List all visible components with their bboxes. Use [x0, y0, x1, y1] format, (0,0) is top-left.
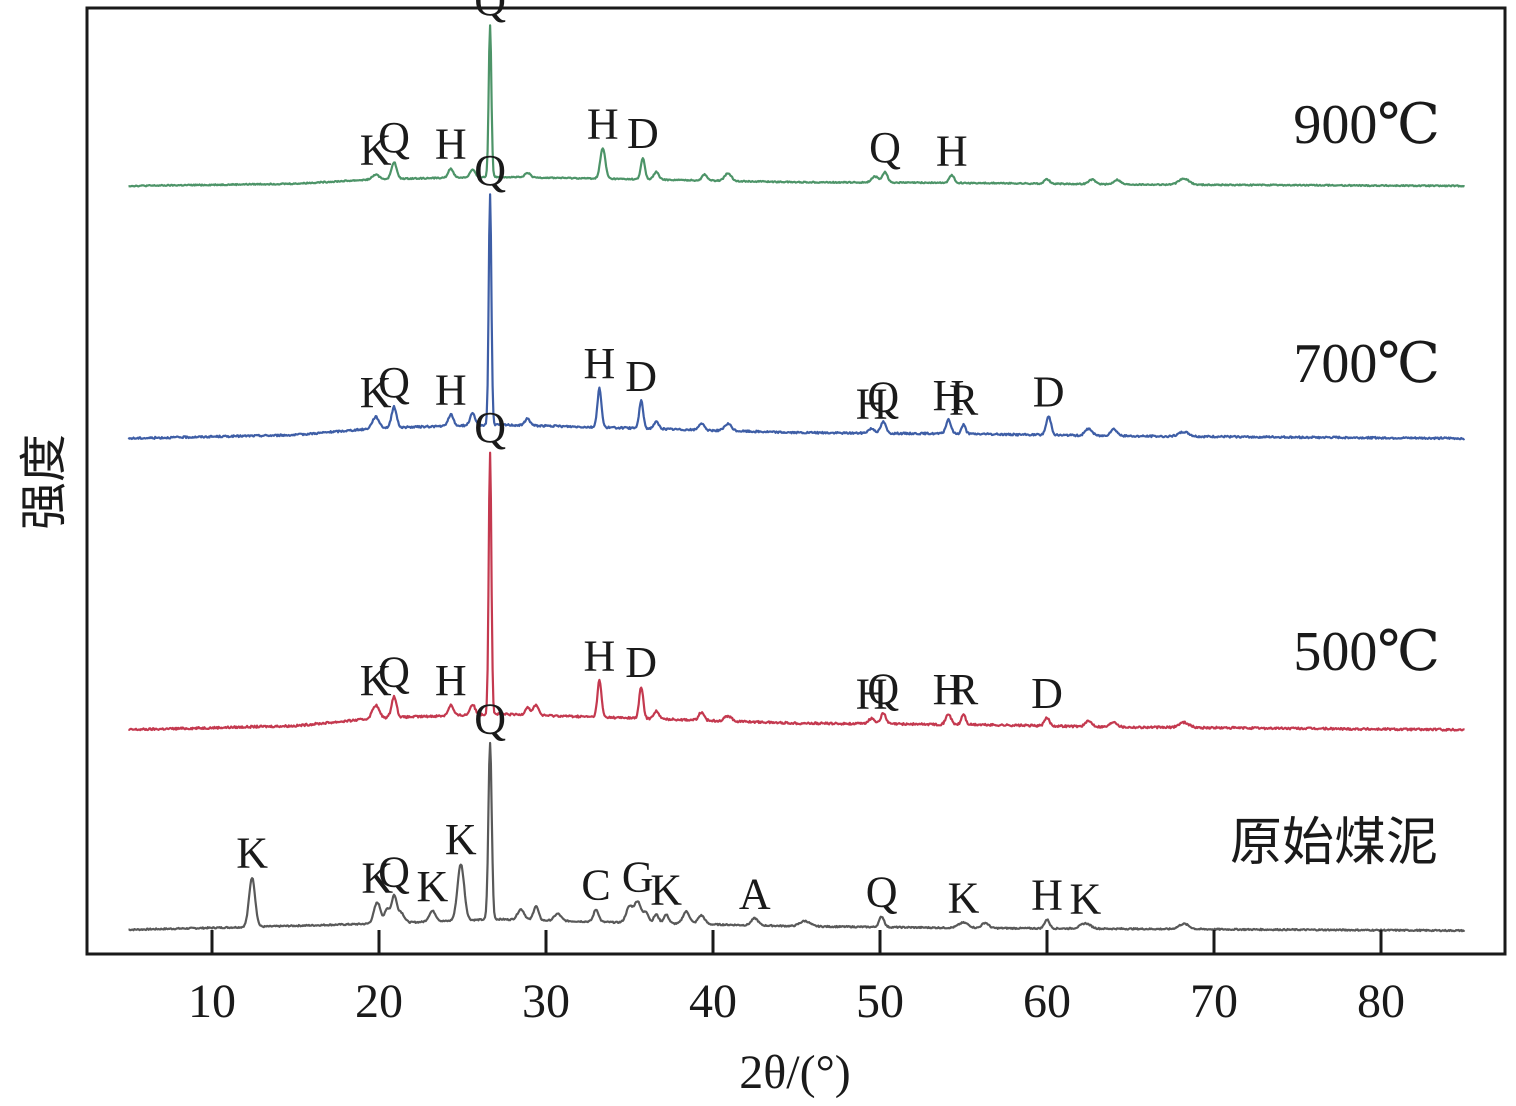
series-label: 900℃: [1293, 94, 1440, 156]
peak-label: Q: [474, 694, 506, 743]
peak-label: H: [856, 670, 888, 719]
peak-label: H: [584, 339, 616, 388]
peak-label: H: [933, 371, 965, 420]
peak-label: K: [650, 866, 682, 915]
plot-frame: [85, 6, 1507, 956]
x-tick-label: 20: [355, 975, 403, 1028]
peak-label: K: [948, 874, 980, 923]
x-axis-tick-labels: 10 20 30 40 50 60 70 80: [188, 975, 1405, 1028]
curves-layer: [127, 24, 1466, 933]
peak-label: H: [435, 120, 467, 169]
peak-label: H: [435, 365, 467, 414]
series-label: 原始煤泥: [1230, 815, 1438, 872]
y-axis-label: 强度: [18, 434, 71, 530]
x-tick-label: 60: [1023, 975, 1071, 1028]
peak-label: K: [360, 656, 392, 705]
peak-label: H: [435, 656, 467, 705]
x-axis-label: 2θ/(°): [739, 1046, 851, 1099]
x-tick-label: 10: [188, 975, 236, 1028]
x-axis-ticks: [210, 930, 1383, 954]
series-label: 500℃: [1293, 621, 1440, 683]
peak-label: H: [856, 380, 888, 429]
peak-label: K: [236, 829, 268, 878]
peak-label: D: [625, 352, 657, 401]
curve-3: [127, 193, 1466, 441]
peak-label: H: [936, 126, 968, 175]
x-tick-label: 70: [1190, 975, 1238, 1028]
peak-label: K: [445, 815, 477, 864]
peak-label: R: [949, 665, 979, 714]
peak-label: Q: [378, 358, 410, 407]
peak-label: D: [1033, 368, 1065, 417]
peak-label: G: [622, 853, 654, 902]
peak-label: Q: [474, 403, 506, 452]
peak-label: H: [933, 665, 965, 714]
series-labels-layer: 原始煤泥 500℃ 700℃ 900℃: [1230, 94, 1440, 872]
curve-4: [128, 24, 1465, 188]
peak-label: R: [949, 376, 979, 425]
peak-label: Q: [474, 0, 506, 25]
peak-label: Q: [867, 664, 899, 713]
peak-label: Q: [866, 868, 898, 917]
peak-label: Q: [378, 113, 410, 162]
series-label: 700℃: [1293, 333, 1440, 395]
peak-label: K: [360, 368, 392, 417]
peak-label: H: [587, 99, 619, 148]
peak-label: Q: [867, 373, 899, 422]
x-tick-label: 50: [856, 975, 904, 1028]
peak-label: Q: [378, 848, 410, 897]
curve-2: [127, 451, 1465, 732]
peak-label: D: [1031, 669, 1063, 718]
peak-label: Q: [474, 146, 506, 195]
x-tick-label: 40: [689, 975, 737, 1028]
peak-label: Q: [378, 648, 410, 697]
peak-label: H: [1031, 871, 1063, 920]
curve-1: [128, 741, 1466, 933]
peak-label: Q: [869, 123, 901, 172]
x-tick-label: 30: [522, 975, 570, 1028]
peak-label: K: [417, 862, 449, 911]
peak-label: A: [739, 869, 771, 918]
peak-label: D: [625, 638, 657, 687]
peak-label: K: [360, 126, 392, 175]
peak-label: K: [361, 854, 393, 903]
peak-label: C: [581, 861, 610, 910]
peak-label: H: [584, 631, 616, 680]
peak-label: K: [1070, 874, 1102, 923]
peak-label: D: [627, 109, 659, 158]
x-tick-label: 80: [1357, 975, 1405, 1028]
